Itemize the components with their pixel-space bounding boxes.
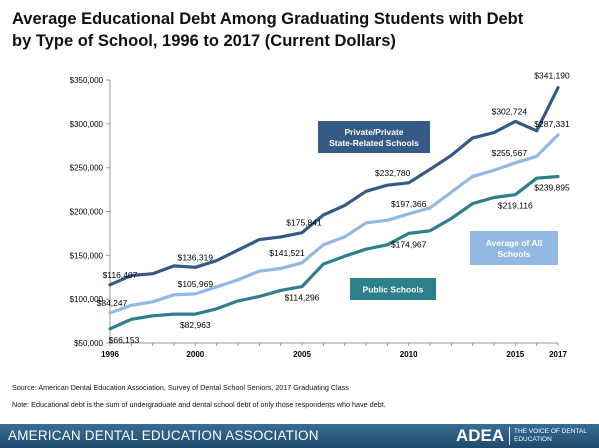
footnotes: Source: American Dental Education Associ… xyxy=(12,383,386,417)
logo-tagline: THE VOICE OF DENTAL EDUCATION xyxy=(514,428,587,443)
series-label-average: Average of All xyxy=(486,238,543,248)
data-label-average: $197,366 xyxy=(391,199,427,209)
x-tick-label: 1996 xyxy=(101,350,119,359)
data-label-public: $82,963 xyxy=(180,320,211,330)
source-note: Source: American Dental Education Associ… xyxy=(12,383,349,392)
data-label-private: $116,407 xyxy=(103,270,138,280)
series-line-private xyxy=(108,86,560,287)
data-label-average: $287,331 xyxy=(534,119,570,129)
series-label-box-private xyxy=(318,121,430,153)
data-label-average: $141,521 xyxy=(269,248,305,258)
series-label-private: State-Related Schools xyxy=(329,138,419,148)
data-label-private: $175,841 xyxy=(286,218,322,228)
series-label-private: Private/Private xyxy=(344,127,403,137)
data-label-public: $114,296 xyxy=(285,293,320,303)
adea-logo: ADEA xyxy=(456,426,505,445)
data-label-private: $302,724 xyxy=(492,106,528,116)
y-tick-label: $100,000 xyxy=(70,295,104,304)
chart-title-line-2: by Type of School, 1996 to 2017 (Current… xyxy=(12,32,396,50)
series-label-average: Schools xyxy=(497,249,530,259)
series-label-public: Public Schools xyxy=(363,285,424,295)
x-tick-label: 2010 xyxy=(400,350,418,359)
data-label-average: $255,567 xyxy=(492,148,528,158)
chart-title-line-1: Average Educational Debt Among Graduatin… xyxy=(12,10,524,28)
x-tick-label: 2005 xyxy=(293,350,311,359)
series-label-box-public xyxy=(350,278,436,300)
data-label-private: $136,319 xyxy=(178,252,214,262)
y-tick-label: $350,000 xyxy=(70,76,104,85)
data-label-public: $219,116 xyxy=(498,201,533,211)
data-label-average: $84,247 xyxy=(97,298,128,308)
series-label-box-average xyxy=(470,231,558,265)
definition-note: Note: Educational debt is the sum of und… xyxy=(12,400,386,409)
x-tick-label: 2000 xyxy=(186,350,204,359)
y-tick-label: $200,000 xyxy=(70,208,104,217)
organization-name: AMERICAN DENTAL EDUCATION ASSOCIATION xyxy=(8,428,319,443)
y-tick-label: $250,000 xyxy=(70,164,104,173)
y-tick-label: $50,000 xyxy=(74,339,103,348)
data-label-average: $105,969 xyxy=(178,279,214,289)
y-tick-label: $300,000 xyxy=(70,120,104,129)
series-line-public xyxy=(108,174,560,331)
logo-divider xyxy=(509,427,510,445)
data-label-public: $66,153 xyxy=(109,335,140,345)
data-label-public: $174,967 xyxy=(391,239,427,249)
data-label-public: $239,895 xyxy=(534,183,570,193)
data-label-private: $341,190 xyxy=(534,71,570,81)
y-tick-label: $150,000 xyxy=(70,251,104,260)
x-tick-label: 2015 xyxy=(506,350,524,359)
data-label-private: $232,780 xyxy=(375,168,411,178)
footer-bar: AMERICAN DENTAL EDUCATION ASSOCIATION AD… xyxy=(0,424,599,448)
series-line-average xyxy=(108,133,560,315)
x-tick-label: 2017 xyxy=(549,350,567,359)
chart-title: Average Educational Debt Among Graduatin… xyxy=(12,8,592,52)
